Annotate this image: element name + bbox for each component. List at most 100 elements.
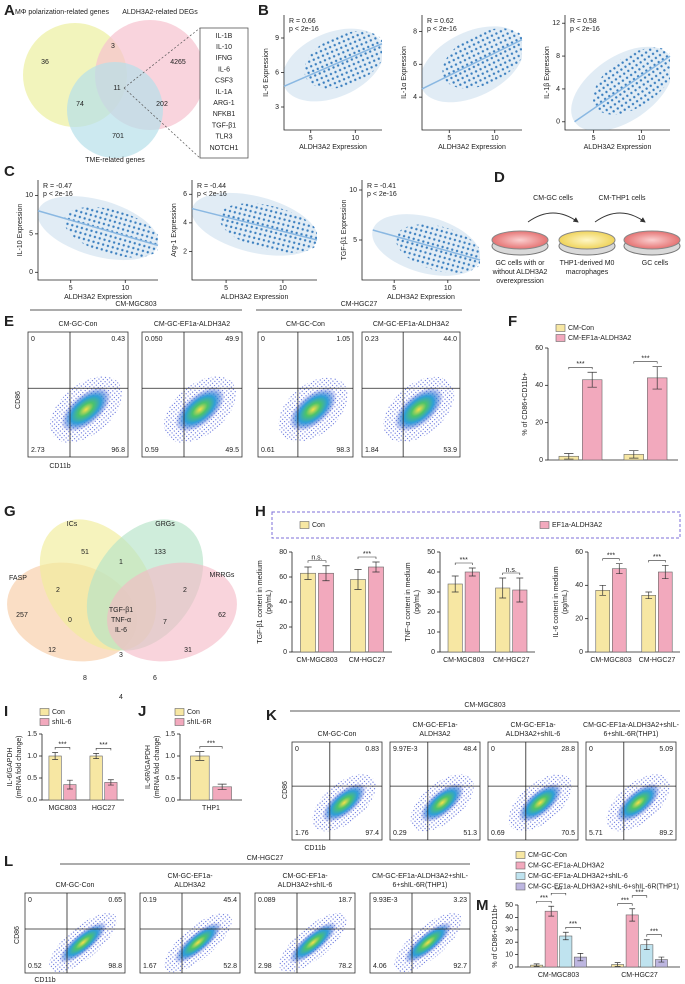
y-tick-label: 0 bbox=[539, 457, 543, 464]
gene: ARG-1 bbox=[213, 100, 235, 107]
legend-label: shIL-6 bbox=[52, 719, 72, 726]
panel-letter: B bbox=[258, 2, 269, 19]
y-label: (pg/mL) bbox=[266, 590, 273, 614]
panel-letter: F bbox=[508, 313, 517, 330]
set-label: MRRGs bbox=[210, 572, 235, 579]
quadrant-value: 9.93E-3 bbox=[373, 897, 398, 904]
plot-title: CM-GC-EF1a-ALDH3A2+shIL- bbox=[372, 873, 469, 880]
y-label: IL-1α Expression bbox=[401, 46, 408, 99]
quadrant-value: 98.3 bbox=[336, 447, 350, 454]
quadrant-value: 97.4 bbox=[365, 830, 379, 837]
stat: p < 2e-16 bbox=[43, 191, 73, 198]
plot-title: CM-GC-EF1a- bbox=[412, 722, 458, 729]
sig-label: *** bbox=[99, 742, 107, 749]
y-tick-label: 0 bbox=[29, 269, 33, 276]
venn-count: 31 bbox=[184, 647, 192, 654]
bar bbox=[641, 595, 656, 653]
sig-bracket bbox=[357, 556, 377, 559]
venn-count: 36 bbox=[41, 59, 49, 66]
event-cloud bbox=[394, 912, 462, 973]
y-tick-label: 10 bbox=[349, 187, 357, 194]
error-bar bbox=[615, 563, 623, 575]
legend-swatch bbox=[39, 708, 50, 716]
bar bbox=[647, 377, 668, 461]
y-tick-label: 40 bbox=[535, 382, 543, 389]
bar bbox=[582, 379, 603, 461]
error-bar bbox=[499, 577, 507, 599]
legend-swatch bbox=[539, 521, 550, 529]
stat: p < 2e-16 bbox=[289, 26, 319, 33]
y-label: % of CD86+CD11b+ bbox=[492, 904, 499, 967]
quadrant-value: 0.43 bbox=[111, 336, 125, 343]
sig-label: *** bbox=[635, 890, 643, 897]
y-tick-label: 40 bbox=[575, 582, 583, 589]
density bbox=[174, 921, 222, 964]
panel-letter: D bbox=[494, 169, 505, 186]
quadrant-value: 96.8 bbox=[111, 447, 125, 454]
plot-title: 6+shIL-6R(THP1) bbox=[603, 731, 658, 738]
quadrant-value: 0.29 bbox=[393, 830, 407, 837]
y-tick-label: 20 bbox=[575, 616, 583, 623]
y-label: IL-6R/GAPDH bbox=[145, 745, 152, 789]
gene: IL-6 bbox=[218, 66, 230, 73]
quadrant-value: 0.23 bbox=[365, 336, 379, 343]
error-bar bbox=[564, 453, 574, 460]
sig-label: *** bbox=[540, 895, 548, 902]
y-tick-label: 10 bbox=[505, 951, 513, 958]
y-tick-label: 0.0 bbox=[165, 797, 175, 804]
legend-swatch bbox=[515, 861, 526, 870]
y-tick-label: 0.5 bbox=[27, 775, 37, 782]
sig-bracket bbox=[454, 562, 473, 565]
stat: R = -0.47 bbox=[43, 183, 72, 190]
density bbox=[61, 387, 111, 432]
sig-label: *** bbox=[650, 929, 658, 936]
legend-label: CM-GC-EF1a-ALDH3A2+shIL-6+shIL-6R(THP1) bbox=[528, 883, 679, 890]
error-bar bbox=[661, 564, 669, 580]
gene: TGF-β1 bbox=[212, 122, 236, 129]
error-bar bbox=[643, 939, 650, 950]
axis bbox=[361, 180, 480, 281]
legend-swatch bbox=[515, 851, 526, 859]
y-tick-label: 4 bbox=[556, 86, 560, 93]
legend-swatch bbox=[174, 708, 185, 716]
error-bar bbox=[533, 963, 540, 967]
venn-count: 62 bbox=[218, 612, 226, 619]
quadrant-value: 0.19 bbox=[143, 897, 157, 904]
x-label: ALDH3A2 Expression bbox=[584, 144, 652, 151]
y-tick-label: 4 bbox=[183, 220, 187, 227]
quadrant-value: 28.8 bbox=[561, 746, 575, 753]
group-label: CM-HGC27 bbox=[247, 855, 284, 862]
group-label: CM-HGC27 bbox=[341, 301, 378, 308]
venn-g bbox=[7, 519, 237, 662]
y-label: % of CD86+CD11b+ bbox=[522, 372, 529, 435]
y-tick-label: 9 bbox=[275, 35, 279, 42]
bar bbox=[190, 755, 210, 801]
legend-label: Con bbox=[187, 709, 200, 716]
y-tick-label: 0 bbox=[556, 119, 560, 126]
quadrant-value: 0.65 bbox=[108, 897, 122, 904]
dish-label: macrophages bbox=[566, 269, 609, 276]
fit-line bbox=[421, 38, 523, 90]
set-label: MΦ polarization-related genes bbox=[15, 9, 109, 16]
step-label: CM-THP1 cells bbox=[598, 195, 646, 202]
y-label: (pg/mL) bbox=[562, 590, 569, 614]
error-bar bbox=[468, 567, 476, 577]
y-tick-label: 3 bbox=[275, 104, 279, 111]
density bbox=[394, 387, 444, 432]
error-bar bbox=[645, 591, 653, 600]
quadrant-value: 0.83 bbox=[365, 746, 379, 753]
y-tick-label: 40 bbox=[279, 599, 287, 606]
plot-title: 6+shIL-6R(THP1) bbox=[392, 882, 447, 889]
sig-bracket bbox=[646, 934, 662, 937]
y-tick-label: 6 bbox=[275, 69, 279, 76]
quadrant-value: 18.7 bbox=[338, 897, 352, 904]
plot-title: CM-GC-Con bbox=[56, 882, 95, 889]
error-bar bbox=[577, 953, 584, 962]
density bbox=[289, 921, 337, 964]
y-tick-label: 1.5 bbox=[27, 731, 37, 738]
stat: p < 2e-16 bbox=[427, 26, 457, 33]
quadrant-value: 0 bbox=[491, 746, 495, 753]
panel-letter: I bbox=[4, 703, 8, 720]
dish-label: without ALDH3A2 bbox=[492, 269, 548, 276]
y-tick-label: 6 bbox=[183, 191, 187, 198]
